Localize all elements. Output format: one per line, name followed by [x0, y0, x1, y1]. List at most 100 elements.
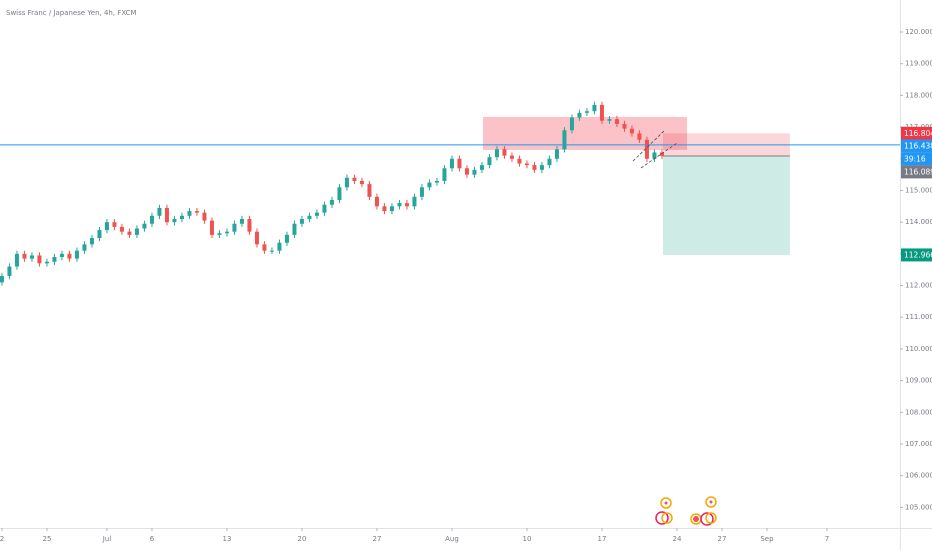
candle-body	[134, 228, 139, 235]
candle-body	[614, 119, 619, 124]
candle-body	[202, 212, 207, 221]
price-label-group: 116.438	[901, 139, 932, 153]
candle-body	[97, 230, 102, 239]
candle-body	[472, 169, 477, 175]
candle-body	[277, 242, 282, 251]
stop-label-group: 116.804	[901, 126, 932, 140]
candle-body	[547, 158, 552, 166]
x-tick-label: 13	[222, 535, 231, 543]
y-tick-label: 108.000	[905, 408, 932, 416]
candle-body	[434, 180, 439, 183]
candle-body	[644, 139, 649, 159]
y-tick-label: 110.000	[905, 345, 932, 353]
y-tick-label: 118.000	[905, 91, 932, 99]
candle-body	[157, 207, 162, 216]
countdown-label: 39:16	[904, 154, 926, 163]
x-tick-label: 6	[150, 535, 155, 543]
x-tick-label: 10	[522, 535, 531, 543]
candle-body	[269, 250, 274, 252]
candle-body	[307, 215, 312, 219]
candle-body	[652, 152, 657, 159]
countdown-label-box	[901, 152, 932, 166]
candle-body	[67, 253, 72, 259]
target-label: 112.966	[904, 250, 932, 259]
candle-body	[314, 212, 319, 216]
candle-body	[224, 231, 229, 234]
candle-body	[322, 204, 327, 213]
candle-body	[419, 187, 424, 197]
candle-body	[284, 234, 289, 243]
candle-body	[149, 215, 154, 224]
candle-body	[119, 226, 124, 232]
candle-body	[569, 117, 574, 131]
candle-body	[607, 119, 612, 121]
x-tick-label: Aug	[445, 535, 459, 543]
candle-body	[457, 158, 462, 169]
candle-body	[367, 184, 372, 197]
x-tick-label: 2	[0, 535, 4, 543]
y-tick-label: 112.000	[905, 282, 932, 290]
candle-body	[524, 163, 529, 166]
candle-body	[637, 133, 642, 140]
candle-body	[659, 152, 664, 156]
y-tick-label: 111.000	[905, 313, 932, 321]
candle-body	[74, 250, 79, 259]
target-area	[663, 155, 790, 255]
candle-body	[509, 155, 514, 159]
candle-body	[397, 203, 402, 207]
candle-body	[344, 177, 349, 188]
candle-body	[232, 223, 237, 232]
candle-body	[142, 223, 147, 229]
candle-body	[427, 182, 432, 188]
y-tick-label: 119.000	[905, 60, 932, 68]
candle-body	[89, 238, 94, 245]
y-tick-label: 109.000	[905, 377, 932, 385]
candle-body	[254, 231, 259, 245]
target-label-group: 112.966	[901, 248, 932, 262]
candle-body	[479, 165, 484, 170]
channel-lines	[632, 129, 678, 169]
candle-body	[577, 112, 582, 118]
candle-body	[464, 168, 469, 175]
candle-body	[562, 130, 567, 150]
plot	[0, 101, 900, 286]
x-tick-label: Jul	[102, 535, 112, 543]
candle-body	[247, 218, 252, 232]
candle-body	[104, 222, 109, 231]
candle-body	[622, 123, 627, 129]
candle-body	[382, 206, 387, 212]
candle-body	[502, 149, 507, 156]
candle-body	[187, 211, 192, 216]
y-tick-label: 106.000	[905, 472, 932, 480]
y-tick-label: 107.000	[905, 440, 932, 448]
x-tick-label: 24	[672, 535, 681, 543]
candle-body	[179, 215, 184, 219]
stop-label-box	[901, 126, 932, 140]
candle-body	[337, 187, 342, 200]
candle-body	[352, 177, 357, 181]
candle-body	[52, 257, 57, 262]
candle-body	[584, 111, 589, 113]
candle-body	[22, 253, 27, 259]
chart-title: Swiss Franc / Japanese Yen, 4h, FXCM	[6, 9, 137, 17]
candle-body	[262, 244, 267, 251]
candle-body	[44, 261, 49, 264]
y-tick-label: 115.000	[905, 186, 932, 194]
candle-body	[449, 158, 454, 169]
candle-body	[599, 104, 604, 121]
candle-body	[359, 180, 364, 185]
entry-label: 116.089	[904, 167, 932, 176]
y-tick-label: 105.000	[905, 503, 932, 511]
candle-body	[217, 233, 222, 235]
x-tick-label: 20	[297, 535, 306, 543]
candle-body	[0, 276, 4, 283]
candle-body	[487, 157, 492, 166]
candle-body	[29, 255, 34, 259]
x-tick-label: 7	[825, 535, 829, 543]
candle-body	[412, 196, 417, 207]
candle-body	[539, 165, 544, 170]
candle-body	[59, 253, 64, 258]
candle-body	[127, 231, 132, 235]
y-tick-label: 114.000	[905, 218, 932, 226]
